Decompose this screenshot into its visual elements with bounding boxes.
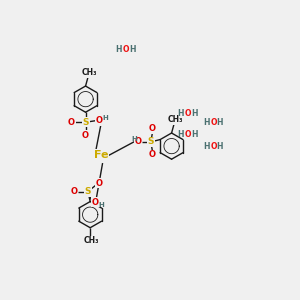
Text: S: S <box>82 118 89 127</box>
Text: O: O <box>210 118 217 127</box>
Text: H: H <box>216 118 223 127</box>
Text: O: O <box>210 142 217 151</box>
Text: H: H <box>178 109 184 118</box>
Text: H: H <box>191 109 197 118</box>
Text: O: O <box>123 45 129 54</box>
Text: O: O <box>70 187 77 196</box>
Text: O: O <box>68 118 75 127</box>
Text: O: O <box>96 116 103 125</box>
Text: CH₃: CH₃ <box>168 116 183 124</box>
Text: CH₃: CH₃ <box>84 236 100 245</box>
Text: O: O <box>149 151 156 160</box>
Text: O: O <box>184 109 191 118</box>
Text: Fe: Fe <box>94 150 108 160</box>
Text: O: O <box>184 130 191 139</box>
Text: H: H <box>178 130 184 139</box>
Text: O: O <box>92 198 99 207</box>
Text: H: H <box>129 45 135 54</box>
Text: H: H <box>116 45 122 54</box>
Text: H: H <box>98 202 104 208</box>
Text: H: H <box>131 136 137 142</box>
Text: O: O <box>82 131 89 140</box>
Text: H: H <box>203 118 210 127</box>
Text: O: O <box>134 137 141 146</box>
Text: O: O <box>96 178 103 188</box>
Text: S: S <box>148 137 154 146</box>
Text: H: H <box>191 130 197 139</box>
Text: H: H <box>102 116 108 122</box>
Text: H: H <box>216 142 223 151</box>
Text: S: S <box>85 187 91 196</box>
Text: CH₃: CH₃ <box>82 68 97 77</box>
Text: H: H <box>203 142 210 151</box>
Text: O: O <box>149 124 156 133</box>
